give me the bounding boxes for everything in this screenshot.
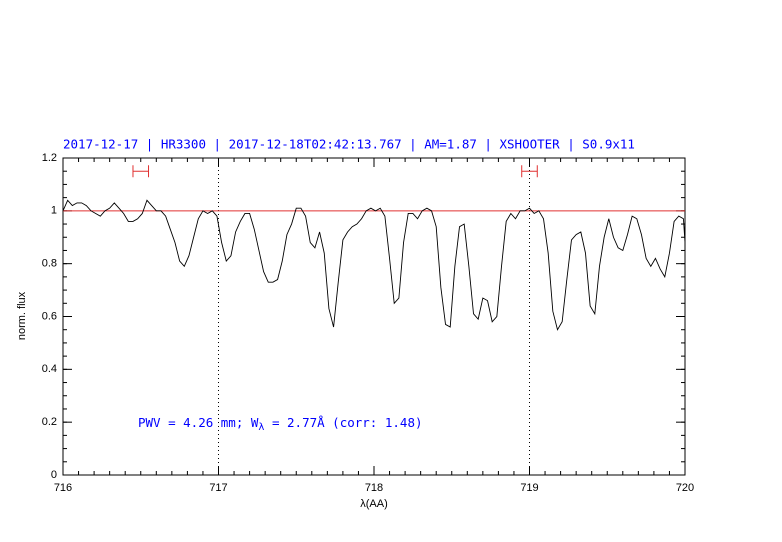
- annotation: PWV = 4.26 mm; Wλ = 2.77Å (corr: 1.48): [138, 415, 423, 434]
- x-tick-label: 719: [520, 482, 538, 494]
- y-tick-label: 0.2: [42, 416, 57, 428]
- y-tick-label: 0.6: [42, 310, 57, 322]
- x-tick-label: 716: [54, 482, 72, 494]
- x-axis-label: λ(AA): [360, 498, 388, 510]
- y-axis-label: norm. flux: [16, 291, 28, 340]
- range-marker: [132, 165, 150, 178]
- spectrum-line: [62, 199, 686, 331]
- annotation-text: PWV = 4.26 mm; W: [138, 415, 259, 430]
- x-tick-label: 720: [676, 482, 694, 494]
- annotation-subscript: λ: [258, 422, 264, 433]
- y-tick-label: 1.2: [42, 152, 57, 164]
- x-tick-label: 717: [209, 482, 227, 494]
- annotation-text: = 2.77Å (corr: 1.48): [264, 415, 422, 430]
- range-marker: [521, 165, 538, 178]
- y-tick-label: 1: [51, 205, 57, 217]
- y-tick-label: 0.4: [42, 363, 57, 375]
- y-tick-label: 0.8: [42, 258, 57, 270]
- chart-title: 2017-12-17 | HR3300 | 2017-12-18T02:42:1…: [63, 137, 635, 152]
- x-tick-label: 718: [365, 482, 383, 494]
- y-tick-label: 0: [51, 469, 57, 481]
